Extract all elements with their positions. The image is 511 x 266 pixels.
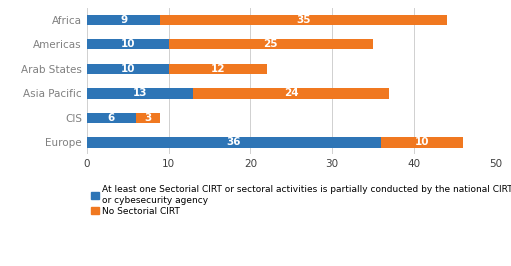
Text: 3: 3 <box>145 113 152 123</box>
Legend: At least one Sectorial CIRT or sectoral activities is partially conducted by the: At least one Sectorial CIRT or sectoral … <box>91 185 511 216</box>
Bar <box>136 113 160 123</box>
Text: 24: 24 <box>284 88 298 98</box>
Bar <box>87 113 136 123</box>
Text: 13: 13 <box>133 88 147 98</box>
Text: 25: 25 <box>264 39 278 49</box>
Bar <box>381 137 463 148</box>
Text: 35: 35 <box>296 15 311 25</box>
Bar <box>87 88 193 98</box>
Text: 10: 10 <box>415 138 429 147</box>
Bar <box>169 64 267 74</box>
Text: 9: 9 <box>120 15 127 25</box>
Bar <box>160 15 447 25</box>
Text: 10: 10 <box>121 39 135 49</box>
Text: 6: 6 <box>108 113 115 123</box>
Text: 12: 12 <box>211 64 225 74</box>
Text: 10: 10 <box>121 64 135 74</box>
Bar <box>193 88 389 98</box>
Bar <box>87 64 169 74</box>
Bar <box>87 137 381 148</box>
Bar <box>87 15 160 25</box>
Bar <box>169 39 373 49</box>
Text: 36: 36 <box>227 138 241 147</box>
Bar <box>87 39 169 49</box>
